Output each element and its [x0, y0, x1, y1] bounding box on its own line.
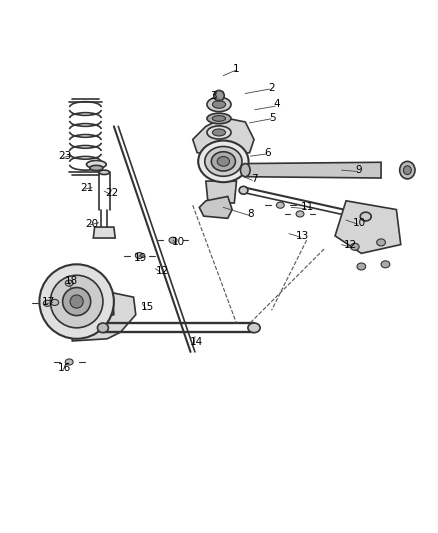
Polygon shape [199, 197, 232, 219]
Ellipse shape [65, 280, 73, 286]
Text: 1: 1 [232, 63, 239, 74]
Ellipse shape [296, 211, 304, 217]
Text: 3: 3 [210, 91, 217, 101]
Text: 8: 8 [247, 209, 254, 219]
Ellipse shape [212, 116, 226, 122]
Ellipse shape [207, 97, 231, 112]
Ellipse shape [51, 300, 59, 305]
Ellipse shape [43, 300, 51, 306]
Circle shape [50, 275, 103, 328]
Ellipse shape [357, 263, 366, 270]
Ellipse shape [217, 157, 230, 166]
Ellipse shape [239, 187, 248, 194]
Text: 19: 19 [134, 253, 147, 263]
Ellipse shape [86, 160, 106, 168]
Ellipse shape [403, 166, 411, 174]
Ellipse shape [276, 202, 284, 208]
Circle shape [39, 264, 114, 339]
Polygon shape [93, 227, 115, 238]
Ellipse shape [212, 129, 226, 136]
Ellipse shape [169, 237, 177, 243]
Text: 18: 18 [64, 276, 78, 286]
Ellipse shape [207, 113, 231, 124]
Text: 5: 5 [269, 112, 276, 123]
Text: 9: 9 [356, 165, 363, 175]
Text: 22: 22 [106, 188, 119, 198]
Ellipse shape [360, 212, 371, 221]
Ellipse shape [377, 239, 385, 246]
Circle shape [63, 287, 91, 316]
Ellipse shape [99, 170, 110, 174]
Text: 14: 14 [190, 337, 203, 347]
Text: 21: 21 [80, 183, 93, 192]
Text: 11: 11 [301, 203, 314, 212]
Polygon shape [193, 118, 254, 157]
Ellipse shape [205, 147, 242, 176]
Ellipse shape [135, 253, 143, 259]
Ellipse shape [65, 359, 73, 365]
Ellipse shape [240, 164, 250, 177]
Text: 17: 17 [42, 297, 55, 308]
Circle shape [214, 91, 224, 101]
Ellipse shape [90, 165, 103, 171]
Text: 10: 10 [353, 217, 366, 228]
Text: 2: 2 [268, 83, 275, 93]
Ellipse shape [350, 243, 359, 251]
Text: 12: 12 [344, 240, 357, 251]
Ellipse shape [212, 101, 226, 108]
Text: 23: 23 [58, 151, 71, 161]
Text: 10: 10 [172, 237, 185, 247]
Polygon shape [72, 293, 136, 341]
Text: 12: 12 [155, 266, 169, 276]
Polygon shape [206, 181, 237, 203]
Ellipse shape [97, 323, 108, 333]
Polygon shape [335, 201, 401, 253]
Polygon shape [245, 162, 381, 178]
Ellipse shape [198, 141, 249, 182]
Text: 6: 6 [265, 148, 272, 158]
Text: 20: 20 [85, 219, 99, 229]
Ellipse shape [399, 161, 415, 179]
Text: 4: 4 [273, 100, 280, 109]
Ellipse shape [211, 152, 236, 171]
Text: 15: 15 [141, 302, 154, 312]
Text: 16: 16 [58, 363, 71, 373]
Text: 13: 13 [296, 231, 309, 241]
Ellipse shape [381, 261, 390, 268]
Ellipse shape [248, 323, 260, 333]
Circle shape [70, 295, 83, 308]
Ellipse shape [207, 126, 231, 139]
Text: 7: 7 [251, 174, 258, 184]
